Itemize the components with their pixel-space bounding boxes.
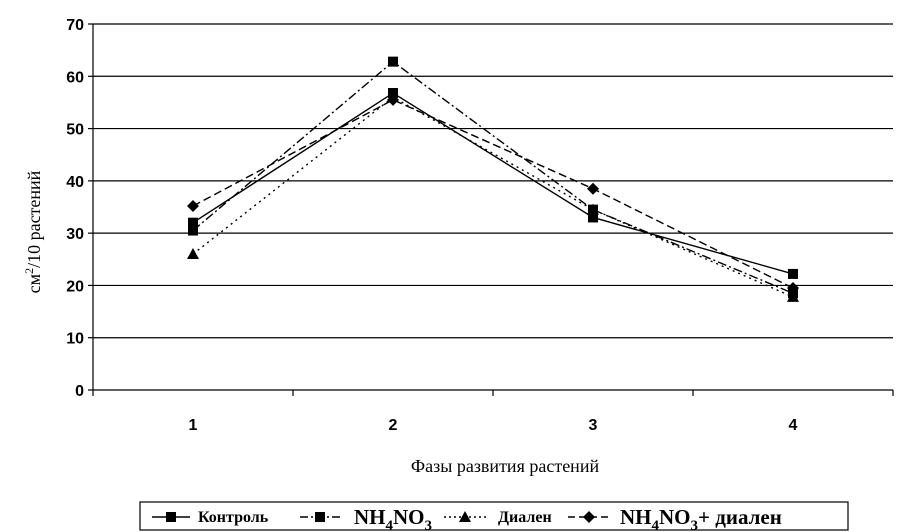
x-axis-label: Фазы развития растений xyxy=(411,456,600,476)
legend-label-nh4no3-dialen: NH4NO3+ диален xyxy=(620,505,782,532)
y-tick-label-70: 70 xyxy=(66,17,84,34)
point-s0-1 xyxy=(188,217,198,228)
series-line-2 xyxy=(192,96,794,298)
series-lines xyxy=(192,60,794,298)
legend-nh4no3d-sub3: 3 xyxy=(691,518,699,532)
x-tick-label-1: 1 xyxy=(189,417,198,434)
gridlines xyxy=(93,23,893,339)
legend-nh4no3-sub4: 4 xyxy=(386,518,394,532)
point-s2-1 xyxy=(187,248,199,260)
legend-nh4no3-sub3: 3 xyxy=(425,518,433,532)
y-tick-label-10: 10 xyxy=(66,331,84,348)
series-line-0 xyxy=(192,92,794,275)
x-tick-label-3: 3 xyxy=(589,417,598,434)
legend-label-kontrol: Контроль xyxy=(198,509,269,526)
y-tick-label-40: 40 xyxy=(66,174,84,191)
legend-marker-dialen xyxy=(459,511,471,522)
series-markers xyxy=(187,56,799,302)
legend-marker-nh4no3-dialen xyxy=(583,511,595,523)
legend-box xyxy=(139,501,849,531)
point-s1-1 xyxy=(188,225,198,236)
point-s2-4 xyxy=(787,290,799,302)
legend-marker-kontrol xyxy=(166,512,176,522)
legend: Контроль NH4NO3 Диален NH4NO3+ диален xyxy=(139,501,849,532)
y-tick-label-20: 20 xyxy=(66,278,84,295)
legend-label-nh4no3: NH4NO3 xyxy=(354,505,432,532)
legend-nh4no3d-sub4: 4 xyxy=(652,518,660,532)
axes xyxy=(88,23,894,396)
point-s0-3 xyxy=(588,212,598,223)
legend-nh4no3-nh: NH xyxy=(354,505,386,529)
y-axis-label: см2/10 растений xyxy=(22,170,44,293)
point-s3-4 xyxy=(787,282,799,295)
point-s2-3 xyxy=(587,203,599,215)
x-tick-label-4: 4 xyxy=(789,417,798,434)
y-tick-label-60: 60 xyxy=(66,69,84,86)
point-s1-2 xyxy=(388,56,398,67)
series-line-1 xyxy=(192,60,794,294)
legend-nh4no3d-no: NO xyxy=(659,505,691,529)
legend-nh4no3d-nh: NH xyxy=(620,505,652,529)
legend-nh4no3-no: NO xyxy=(393,505,425,529)
x-tick-label-2: 2 xyxy=(389,417,398,434)
y-axis-label-rest: /10 растений xyxy=(24,170,44,268)
point-s0-4 xyxy=(788,268,798,279)
y-tick-label-30: 30 xyxy=(66,226,84,243)
point-s3-3 xyxy=(587,182,599,195)
x-tick-labels: 1 2 3 4 xyxy=(189,417,798,434)
y-tick-labels: 0 10 20 30 40 50 60 70 xyxy=(66,17,84,400)
legend-label-dialen: Диален xyxy=(498,509,552,526)
y-tick-label-0: 0 xyxy=(75,383,84,400)
y-axis-label-exponent: 2 xyxy=(22,268,36,274)
y-tick-label-50: 50 xyxy=(66,122,84,139)
legend-marker-nh4no3 xyxy=(315,512,325,522)
series-line-3 xyxy=(192,99,794,289)
y-axis-label-unit: см xyxy=(24,274,44,293)
point-s3-1 xyxy=(187,199,199,212)
point-s3-2 xyxy=(387,93,399,106)
legend-nh4no3d-tail: + диален xyxy=(698,505,782,529)
